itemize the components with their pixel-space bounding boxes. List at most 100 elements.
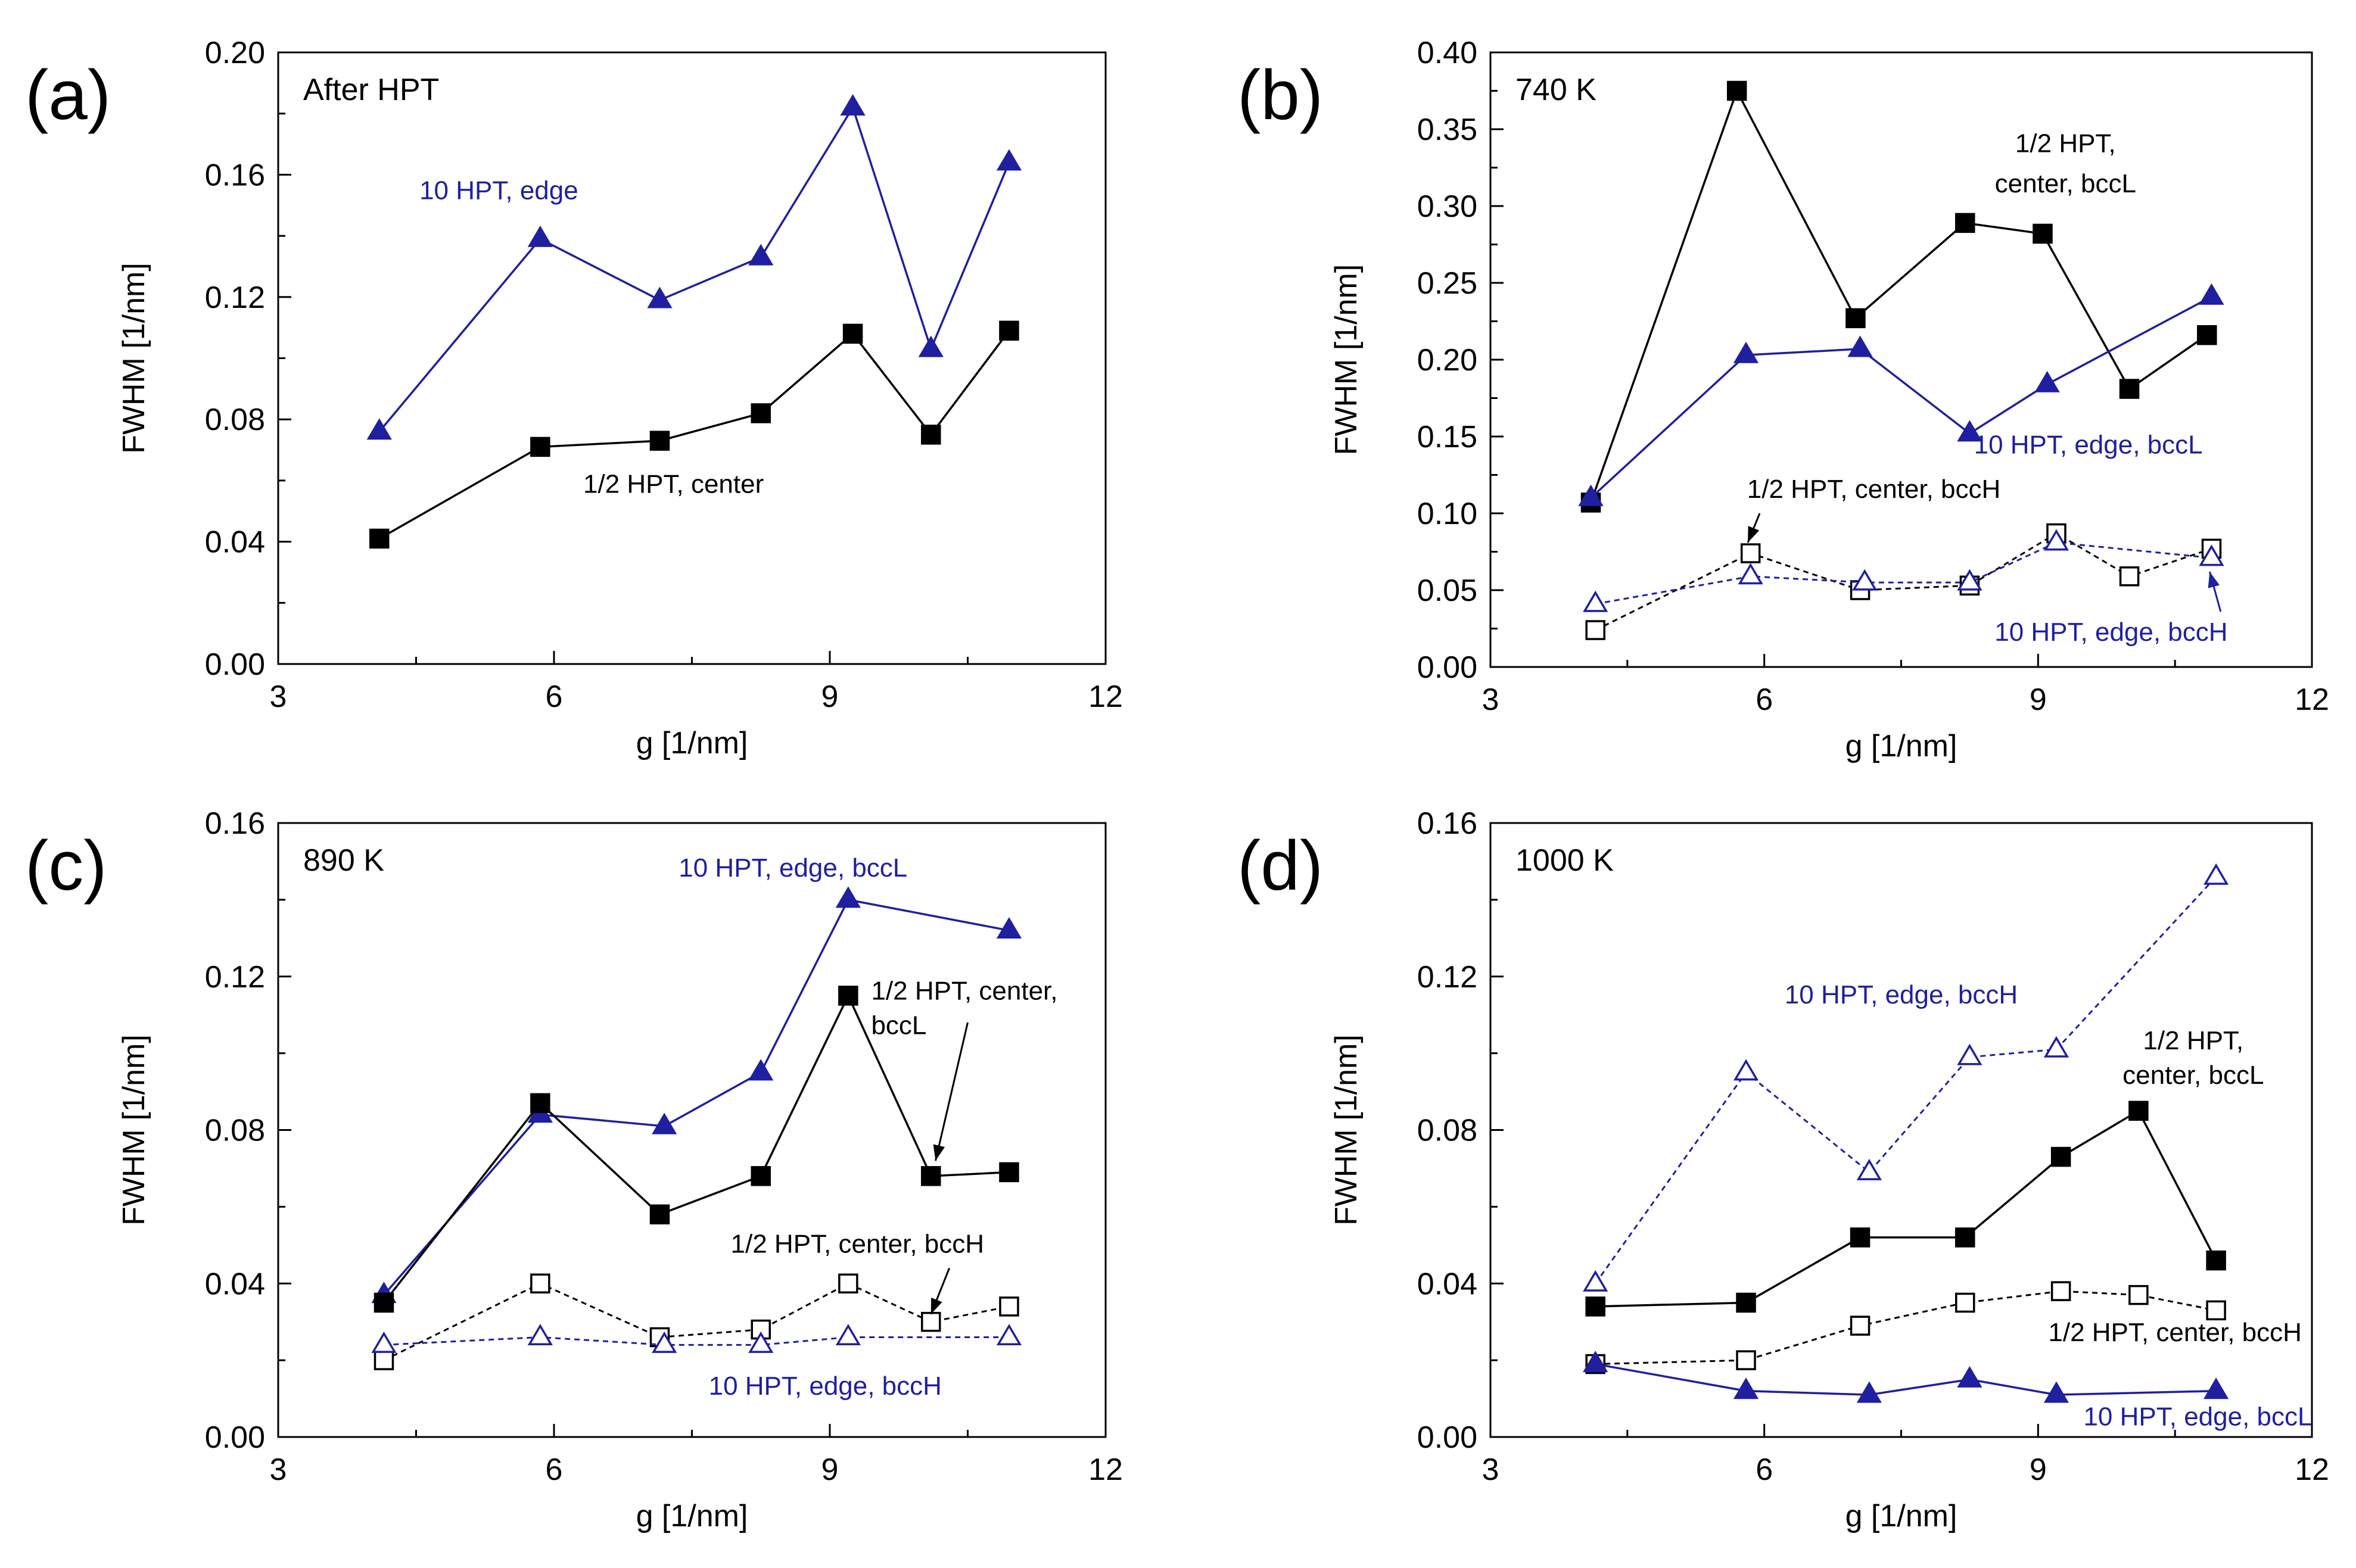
series-line — [384, 1336, 1009, 1346]
data-point — [371, 1331, 397, 1353]
data-point — [527, 225, 553, 247]
data-point — [366, 418, 392, 440]
series-annotation: 10 HPT, edge, bccH — [709, 1371, 942, 1401]
y-tick-label: 0.04 — [1417, 1267, 1477, 1301]
data-point — [918, 335, 944, 357]
data-point — [2043, 1036, 2069, 1058]
series-10-hpt-edge-bcch — [1583, 863, 2229, 1292]
series-annotation: 1/2 HPT, center, — [871, 976, 1057, 1005]
data-point — [1740, 543, 1761, 563]
x-axis-label: g [1/nm] — [636, 726, 748, 760]
data-point — [1736, 1292, 1756, 1313]
series-1-2-hpt-center-bccl — [374, 986, 1019, 1313]
y-tick-label: 0.15 — [1417, 420, 1477, 454]
x-tick-label: 12 — [1088, 1452, 1123, 1487]
y-tick-label: 0.40 — [1417, 36, 1477, 70]
x-tick-label: 6 — [546, 1452, 563, 1487]
y-tick-label: 0.00 — [205, 1420, 265, 1455]
x-axis-label: g [1/nm] — [636, 1499, 748, 1533]
data-point — [748, 1331, 774, 1353]
panel-label: (d) — [1237, 827, 1323, 905]
series-line — [1595, 1109, 2217, 1308]
series-10-hpt-edge-bccl — [1578, 283, 2224, 506]
panel-label: (b) — [1237, 56, 1323, 135]
data-point — [835, 1324, 861, 1345]
data-point — [748, 244, 774, 266]
x-tick-label: 9 — [821, 1452, 839, 1487]
y-tick-label: 0.30 — [1417, 189, 1477, 224]
x-tick-label: 9 — [821, 679, 839, 714]
data-point — [374, 1350, 394, 1370]
data-point — [921, 425, 941, 445]
data-point — [840, 93, 866, 116]
data-point — [838, 1273, 858, 1293]
data-point — [1847, 335, 1873, 357]
series-annotation: center, bccL — [1995, 169, 2136, 198]
data-point — [2043, 529, 2069, 551]
condition-label: 740 K — [1515, 73, 1596, 107]
data-point — [2199, 544, 2224, 566]
data-point — [649, 1204, 670, 1225]
data-point — [1850, 1227, 1871, 1248]
x-tick-label: 3 — [270, 1452, 287, 1487]
data-point — [1738, 563, 1763, 585]
series-annotation: 1/2 HPT, center — [583, 469, 764, 498]
x-tick-label: 6 — [1756, 1452, 1773, 1487]
data-point — [996, 1324, 1022, 1345]
series-annotation: 10 HPT, edge, bccH — [1994, 618, 2227, 647]
series-1-2-hpt-center-bccl — [1585, 1101, 2226, 1317]
series-annotation: 10 HPT, edge, bccL — [2083, 1402, 2312, 1432]
data-point — [1736, 1350, 1756, 1370]
series-annotation: 10 HPT, edge, bccL — [1974, 430, 2203, 459]
data-point — [527, 1324, 553, 1345]
data-point — [2199, 283, 2224, 305]
data-point — [1856, 1381, 1882, 1403]
data-point — [1578, 484, 1604, 506]
y-tick-label: 0.00 — [1417, 650, 1477, 685]
y-tick-label: 0.20 — [205, 36, 265, 70]
x-tick-label: 3 — [1482, 682, 1499, 717]
y-tick-label: 0.00 — [205, 647, 265, 682]
x-axis-label: g [1/nm] — [1845, 1499, 1957, 1533]
data-point — [996, 917, 1022, 939]
y-axis-label: FWHM [1/nm] — [1329, 264, 1364, 456]
data-point — [1955, 1227, 1975, 1248]
condition-label: 1000 K — [1515, 843, 1614, 878]
series-annotation: 10 HPT, edge, bccH — [1785, 980, 2018, 1009]
series-1-2-hpt-center-bccl — [1580, 80, 2217, 513]
data-point — [1583, 1351, 1608, 1373]
series-line — [1595, 541, 2212, 605]
y-tick-label: 0.12 — [205, 280, 265, 315]
y-tick-label: 0.16 — [1417, 806, 1477, 841]
data-point — [1955, 1292, 1975, 1313]
y-tick-label: 0.20 — [1417, 343, 1477, 378]
data-point — [999, 1296, 1019, 1317]
y-tick-label: 0.08 — [205, 403, 265, 437]
x-tick-label: 3 — [1482, 1452, 1499, 1487]
data-point — [1852, 569, 1878, 591]
data-point — [1845, 308, 1866, 329]
series-line — [1595, 532, 2212, 631]
panel-c: 0.00 0.04 0.08 0.12 0.16 3 6 9 12 g [1/nm] FWHM [1… — [25, 806, 1123, 1533]
series-1-2-hpt-center-bcch — [1585, 1281, 2226, 1374]
data-point — [842, 323, 863, 344]
data-point — [1733, 1377, 1759, 1399]
data-point — [652, 1331, 677, 1353]
series-annotation: 1/2 HPT, center, bccH — [1747, 475, 2001, 504]
plot-frame — [277, 51, 1107, 665]
data-point — [652, 1112, 677, 1134]
series-annotation: center, bccL — [2122, 1061, 2264, 1090]
data-point — [1585, 620, 1605, 640]
annotation-arrow-head — [2208, 572, 2220, 588]
series-annotation: 1/2 HPT, center, bccH — [2048, 1318, 2302, 1347]
condition-label: 890 K — [303, 843, 384, 878]
series-annotation: 10 HPT, edge, bccL — [679, 853, 907, 883]
annotation-arrow-head — [930, 1297, 942, 1314]
data-point — [369, 528, 390, 549]
series-annotation: 1/2 HPT, — [2015, 129, 2116, 158]
data-point — [1955, 213, 1975, 233]
y-tick-label: 0.25 — [1417, 266, 1477, 301]
y-tick-label: 0.35 — [1417, 113, 1477, 147]
data-point — [2197, 325, 2217, 345]
y-tick-label: 0.16 — [205, 158, 265, 192]
